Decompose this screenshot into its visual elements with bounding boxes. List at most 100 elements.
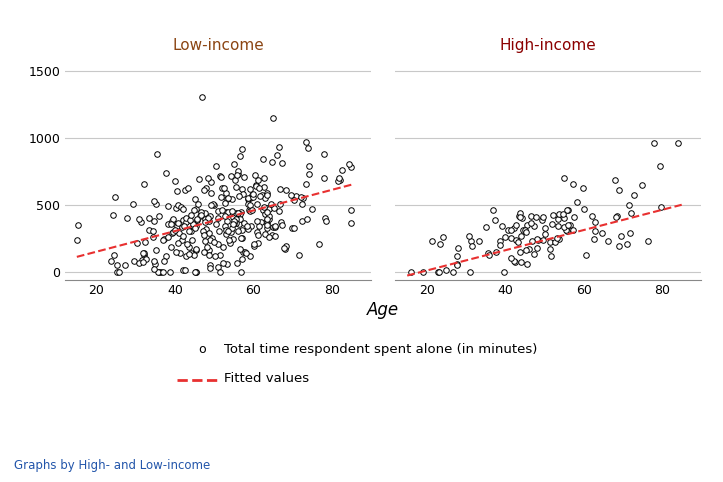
Point <box>625 209 637 216</box>
Point <box>215 268 226 275</box>
Point <box>624 229 636 237</box>
Point <box>466 242 478 250</box>
Point <box>596 229 608 237</box>
Point <box>510 259 521 267</box>
Point <box>133 215 145 223</box>
Point <box>254 192 265 200</box>
Point <box>288 196 299 204</box>
Point <box>251 217 262 225</box>
Point <box>586 212 598 219</box>
Point <box>260 194 271 202</box>
Point <box>266 231 278 239</box>
Point <box>216 184 228 192</box>
Point <box>223 237 235 244</box>
Point <box>226 225 238 232</box>
Point <box>215 193 227 201</box>
Point <box>505 234 517 242</box>
Point <box>538 236 549 244</box>
Point <box>220 199 231 207</box>
Point <box>515 232 526 240</box>
Point <box>170 227 181 234</box>
Point <box>166 217 178 225</box>
Point <box>243 194 254 201</box>
Point <box>257 155 269 162</box>
Point <box>609 176 621 184</box>
Point <box>495 237 506 245</box>
Point <box>672 139 683 147</box>
Point <box>190 205 202 213</box>
Point <box>296 200 307 208</box>
Point <box>498 268 510 275</box>
Point <box>217 243 228 251</box>
Point <box>463 232 475 240</box>
Point <box>228 160 240 168</box>
Point <box>270 232 281 240</box>
Point <box>508 225 520 232</box>
Point <box>181 240 192 248</box>
Point <box>128 257 140 265</box>
Point <box>261 224 273 232</box>
Point <box>205 178 217 186</box>
Point <box>269 222 281 230</box>
Point <box>536 213 548 221</box>
Point <box>261 204 273 212</box>
Point <box>505 226 516 234</box>
Point <box>473 237 484 245</box>
Point <box>234 214 246 222</box>
Point <box>313 241 325 248</box>
Point <box>202 214 214 222</box>
Text: Age: Age <box>367 301 399 319</box>
Point <box>135 218 147 226</box>
Point <box>303 170 315 177</box>
Point <box>140 255 152 263</box>
Point <box>561 206 573 214</box>
Point <box>177 216 189 224</box>
Point <box>197 227 209 235</box>
Point <box>191 216 202 224</box>
Point <box>215 174 226 181</box>
Point <box>515 258 527 266</box>
Point <box>628 191 639 199</box>
Point <box>530 213 542 221</box>
Point <box>510 236 522 243</box>
Point <box>189 224 201 232</box>
Point <box>223 228 234 235</box>
Point <box>261 216 273 224</box>
Point <box>178 222 189 230</box>
Point <box>200 226 212 233</box>
Point <box>234 220 245 228</box>
Point <box>206 234 218 242</box>
Point <box>432 268 443 275</box>
Point <box>232 167 244 175</box>
Point <box>263 214 275 222</box>
Point <box>267 158 278 165</box>
Point <box>526 219 537 227</box>
Point <box>180 214 192 222</box>
Point <box>172 201 184 209</box>
Point <box>162 202 174 210</box>
Text: Graphs by High- and Low-income: Graphs by High- and Low-income <box>14 459 210 472</box>
Point <box>180 218 192 226</box>
Point <box>188 222 200 229</box>
Point <box>210 220 221 228</box>
Point <box>190 268 202 275</box>
Point <box>119 261 131 269</box>
Point <box>242 201 254 208</box>
Point <box>319 174 330 181</box>
Point <box>212 240 223 247</box>
Point <box>259 210 270 218</box>
Point <box>533 236 544 243</box>
Point <box>300 138 312 146</box>
Point <box>343 161 355 168</box>
Point <box>205 189 217 197</box>
Point <box>554 211 565 218</box>
Point <box>220 222 231 229</box>
Point <box>521 260 533 268</box>
Point <box>244 195 256 202</box>
Point <box>221 260 233 268</box>
Point <box>245 222 257 230</box>
Point <box>221 230 232 238</box>
Point <box>539 230 551 238</box>
Point <box>221 217 233 225</box>
Point <box>205 201 216 209</box>
